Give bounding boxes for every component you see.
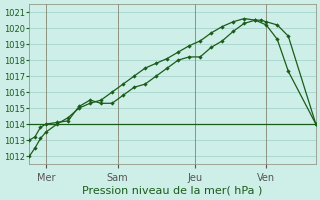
X-axis label: Pression niveau de la mer( hPa ): Pression niveau de la mer( hPa ): [83, 186, 263, 196]
